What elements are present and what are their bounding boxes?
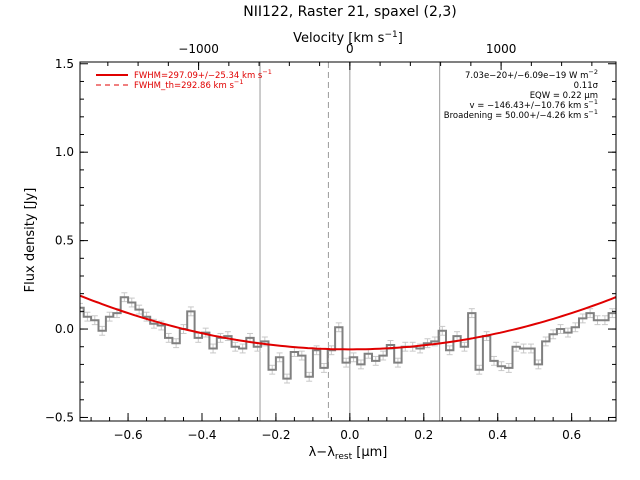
plot-area (80, 62, 616, 421)
chart-title: NII122, Raster 21, spaxel (2,3) (243, 4, 456, 20)
data-histogram (80, 296, 616, 380)
y-axis-label: Flux density [Jy] (23, 188, 38, 293)
reference-lines (259, 62, 441, 421)
data-histogram-line (80, 296, 616, 380)
annotation-text: v = −146.43+/−10.76 km s−1 (470, 98, 599, 111)
error-bars (80, 292, 616, 384)
fit-curve (80, 294, 616, 351)
legend: FWHM=297.09+/−25.34 km s−1FWHM_th=292.86… (96, 68, 272, 91)
y-tick-label: 0.5 (55, 234, 74, 248)
top-tick-label: 0 (346, 42, 354, 56)
legend-label: FWHM_th=292.86 km s−1 (134, 78, 243, 91)
y-tick-label: 0.0 (55, 322, 74, 336)
x-tick-label: 0.2 (414, 428, 433, 442)
top-tick-label: 1000 (486, 42, 517, 56)
y-tick-label: 1.5 (55, 57, 74, 71)
x-tick-label: 0.6 (562, 428, 581, 442)
axes-frame (79, 61, 617, 422)
axes: −0.6 −0.4 −0.2 0.0 0.2 0.4 0.6 −0.5 0.0 0.5 1.0 1.5… (45, 42, 617, 442)
top-axis-label: Velocity [km s−1] (293, 30, 403, 46)
x-tick-label: 0.4 (488, 428, 507, 442)
fit-line (80, 294, 616, 351)
top-tick-label: −1000 (178, 42, 219, 56)
annotation-text: Broadening = 50.00+/−4.26 km s−1 (444, 108, 598, 121)
y-tick-label: 1.0 (55, 145, 74, 159)
annotation-text: 0.11σ (574, 81, 599, 91)
x-axis-label: λ−λrest [μm] (309, 445, 388, 462)
y-tick-label: −0.5 (45, 410, 74, 424)
x-tick-label: −0.4 (187, 428, 216, 442)
annotation-text: EQW = 0.22 μm (530, 91, 598, 101)
legend-label: FWHM=297.09+/−25.34 km s−1 (134, 68, 272, 81)
x-tick-label: −0.2 (261, 428, 290, 442)
x-tick-label: 0.0 (340, 428, 359, 442)
annotation-text: 7.03e−20+/−6.09e−19 W m−2 (465, 68, 598, 81)
x-tick-label: −0.6 (113, 428, 142, 442)
